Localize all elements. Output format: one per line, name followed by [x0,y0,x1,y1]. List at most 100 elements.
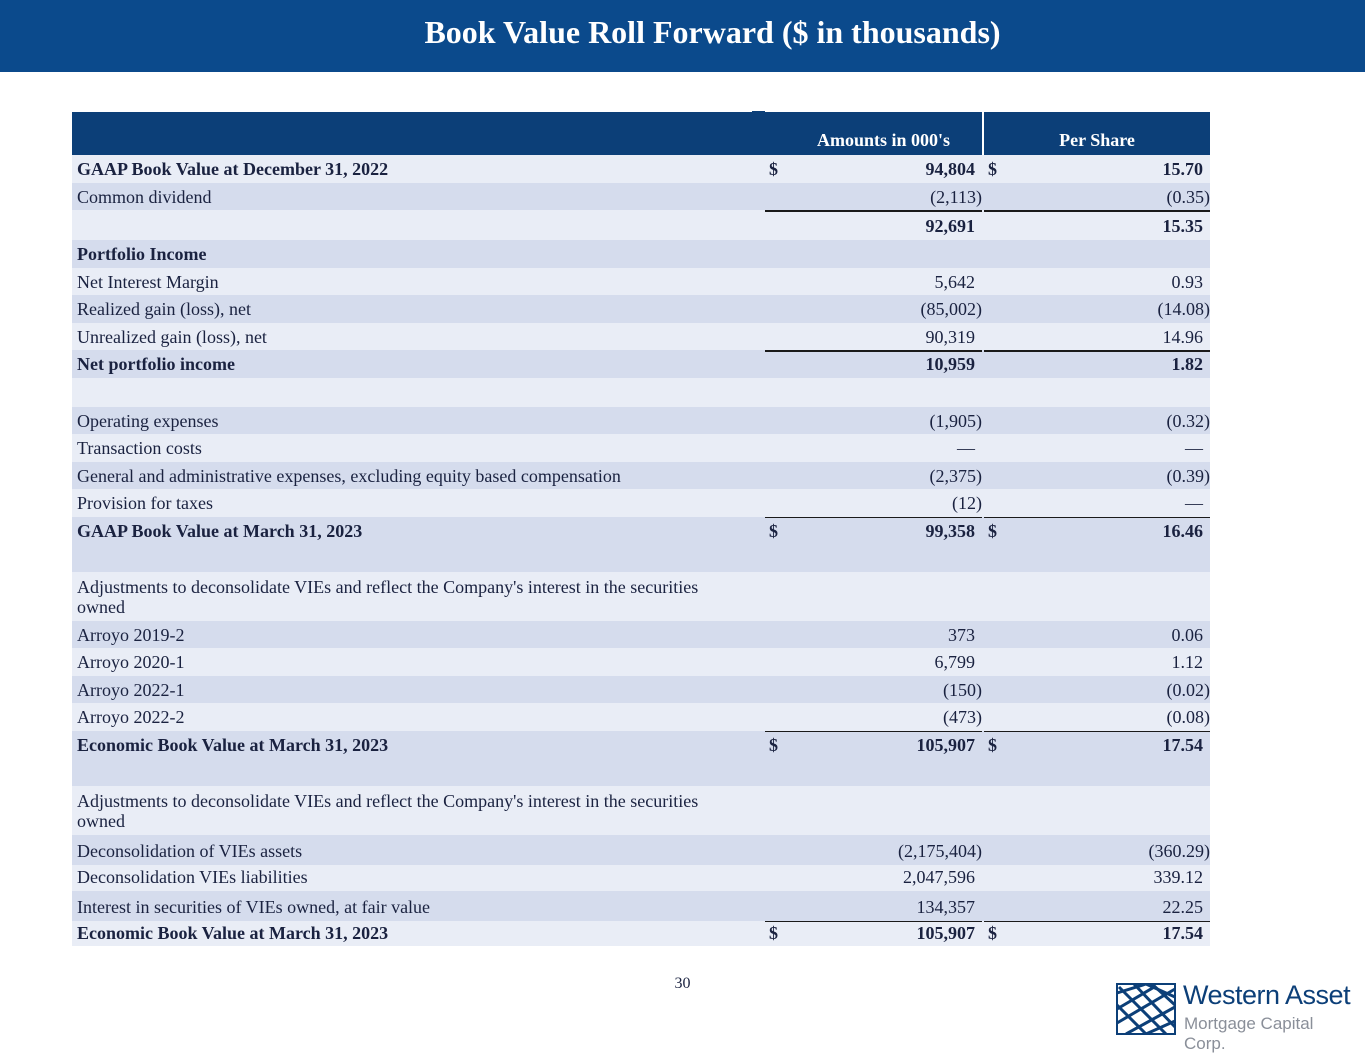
per-share-value: 22.25 [1162,896,1204,917]
row-label: Adjustments to deconsolidate VIEs and re… [77,790,699,831]
per-share-value: 339.12 [1153,866,1204,887]
row-label: GAAP Book Value at December 31, 2022 [77,159,389,179]
per-share-value: (0.35) [1166,186,1211,207]
row-label: GAAP Book Value at March 31, 2023 [77,520,363,541]
total-rule [984,516,1210,518]
row-label: Transaction costs [77,438,202,458]
amount-value: (473) [943,707,982,727]
page-number: 30 [674,975,691,992]
column-separator [982,112,984,155]
row-label: Realized gain (loss), net [77,299,251,319]
row-label: Arroyo 2022-1 [77,679,185,700]
per-share-value: 0.06 [1171,624,1204,645]
total-rule [984,920,1210,922]
section-label: Portfolio Income [77,244,207,264]
row-label: Common dividend [77,186,212,207]
table-row-section: Portfolio Income [72,240,1210,268]
dollar-sign: $ [988,159,997,179]
table-row: Deconsolidation VIEs liabilities 2,047,5… [72,864,1210,891]
subtotal-rule [984,350,1210,352]
amount-value: 94,804 [925,159,976,179]
company-logo: Western Asset Mortgage Capital Corp. [1116,980,1351,1053]
per-share-value: (0.32) [1166,410,1211,431]
row-label: Deconsolidation of VIEs assets [77,840,303,861]
table-row: Provision for taxes (12) — [72,489,1210,517]
row-label: Net Interest Margin [77,271,219,292]
table-row-total: Economic Book Value at March 31, 2023 $ … [72,920,1210,946]
amount-value: (12) [952,493,982,513]
table-row: Common dividend (2,113) (0.35) [72,182,1211,210]
row-label: Arroyo 2022-2 [77,707,185,727]
row-label: Economic Book Value at March 31, 2023 [77,922,389,943]
amount-value: 10,959 [925,354,976,374]
table-row: GAAP Book Value at December 31, 2022 $ 9… [72,155,1210,183]
table-row: Realized gain (loss), net (85,002) (14.0… [72,295,1210,323]
table-row: Net Interest Margin 5,642 0.93 [72,267,1210,295]
amount-value: 2,047,596 [903,866,975,887]
per-share-value: 14.96 [1162,326,1204,347]
table-row: Arroyo 2022-1 (150) (0.02) [72,675,1211,703]
table-header: Amounts in 000's Per Share [72,111,1210,155]
amount-value: 5,642 [934,271,976,292]
amount-value: 6,799 [934,652,976,672]
per-share-value: — [1185,438,1203,458]
per-share-value: (0.39) [1166,465,1211,486]
dollar-sign: $ [769,520,778,541]
dollar-sign: $ [769,159,778,179]
page-title: Book Value Roll Forward ($ in thousands) [424,14,1001,50]
per-share-value: 1.12 [1171,652,1204,672]
amount-value: (2,175,404) [898,840,982,861]
row-label: Economic Book Value at March 31, 2023 [77,734,389,755]
dollar-sign: $ [769,734,778,755]
table-row-subtotal: 92,691 15.35 [72,210,1210,240]
amount-value: 90,319 [925,326,976,347]
table-row: Deconsolidation of VIEs assets (2,175,40… [72,834,1211,865]
row-label: Net portfolio income [77,354,235,374]
table-row-note: Adjustments to deconsolidate VIEs and re… [72,571,1210,621]
table-row: Arroyo 2022-2 (473) (0.08) [72,703,1210,731]
row-label: General and administrative expenses, exc… [77,465,621,486]
per-share-value: 15.35 [1162,216,1204,236]
subtotal-rule [765,210,982,212]
logo-globe-icon [1116,983,1176,1035]
per-share-value: 17.54 [1162,734,1204,755]
row-label: Provision for taxes [77,493,213,513]
table-row-subtotal: Net portfolio income 10,959 1.82 [72,350,1210,378]
dollar-sign: $ [988,922,997,943]
row-label: Operating expenses [77,410,219,431]
amount-value: — [957,438,975,458]
amount-value: 92,691 [925,216,976,236]
amount-value: 134,357 [916,896,976,917]
amount-value: (1,905) [929,410,983,431]
per-share-value: (0.08) [1166,707,1211,727]
per-share-value: (14.08) [1157,299,1211,319]
book-value-table: Amounts in 000's Per Share GAAP Book Val… [72,111,1211,946]
row-label: Adjustments to deconsolidate VIEs and re… [77,576,699,617]
per-share-value: (360.29) [1148,840,1211,861]
title-banner: Book Value Roll Forward ($ in thousands) [0,0,1365,72]
table-row-note: Adjustments to deconsolidate VIEs and re… [72,785,1210,835]
amount-value: 105,907 [916,922,976,943]
amount-value: (2,113) [930,186,982,207]
dollar-sign: $ [769,922,778,943]
table-row: Unrealized gain (loss), net 90,319 14.96 [72,322,1210,350]
per-share-value: 16.46 [1162,520,1204,541]
amount-value: 373 [948,624,975,645]
per-share-value: 1.82 [1171,354,1204,374]
logo-name: Western Asset [1183,980,1351,1010]
per-share-value: — [1185,493,1203,513]
table-row: Arroyo 2020-1 6,799 1.12 [72,648,1210,676]
dollar-sign: $ [988,734,997,755]
table-row: General and administrative expenses, exc… [72,461,1211,489]
per-share-value: 0.93 [1171,271,1204,292]
logo-tagline: Mortgage Capital Corp. [1184,1014,1314,1053]
row-label: Arroyo 2020-1 [77,652,185,672]
table-row-total: GAAP Book Value at March 31, 2023 $ 99,3… [72,516,1210,572]
amount-value: 99,358 [925,520,976,541]
row-label: Interest in securities of VIEs owned, at… [77,896,431,917]
amount-value: (85,002) [920,299,983,319]
amount-value: (2,375) [929,465,983,486]
per-share-value: (0.02) [1166,679,1211,700]
column-header-per-share: Per Share [1059,130,1135,150]
table-row: Interest in securities of VIEs owned, at… [72,890,1210,921]
